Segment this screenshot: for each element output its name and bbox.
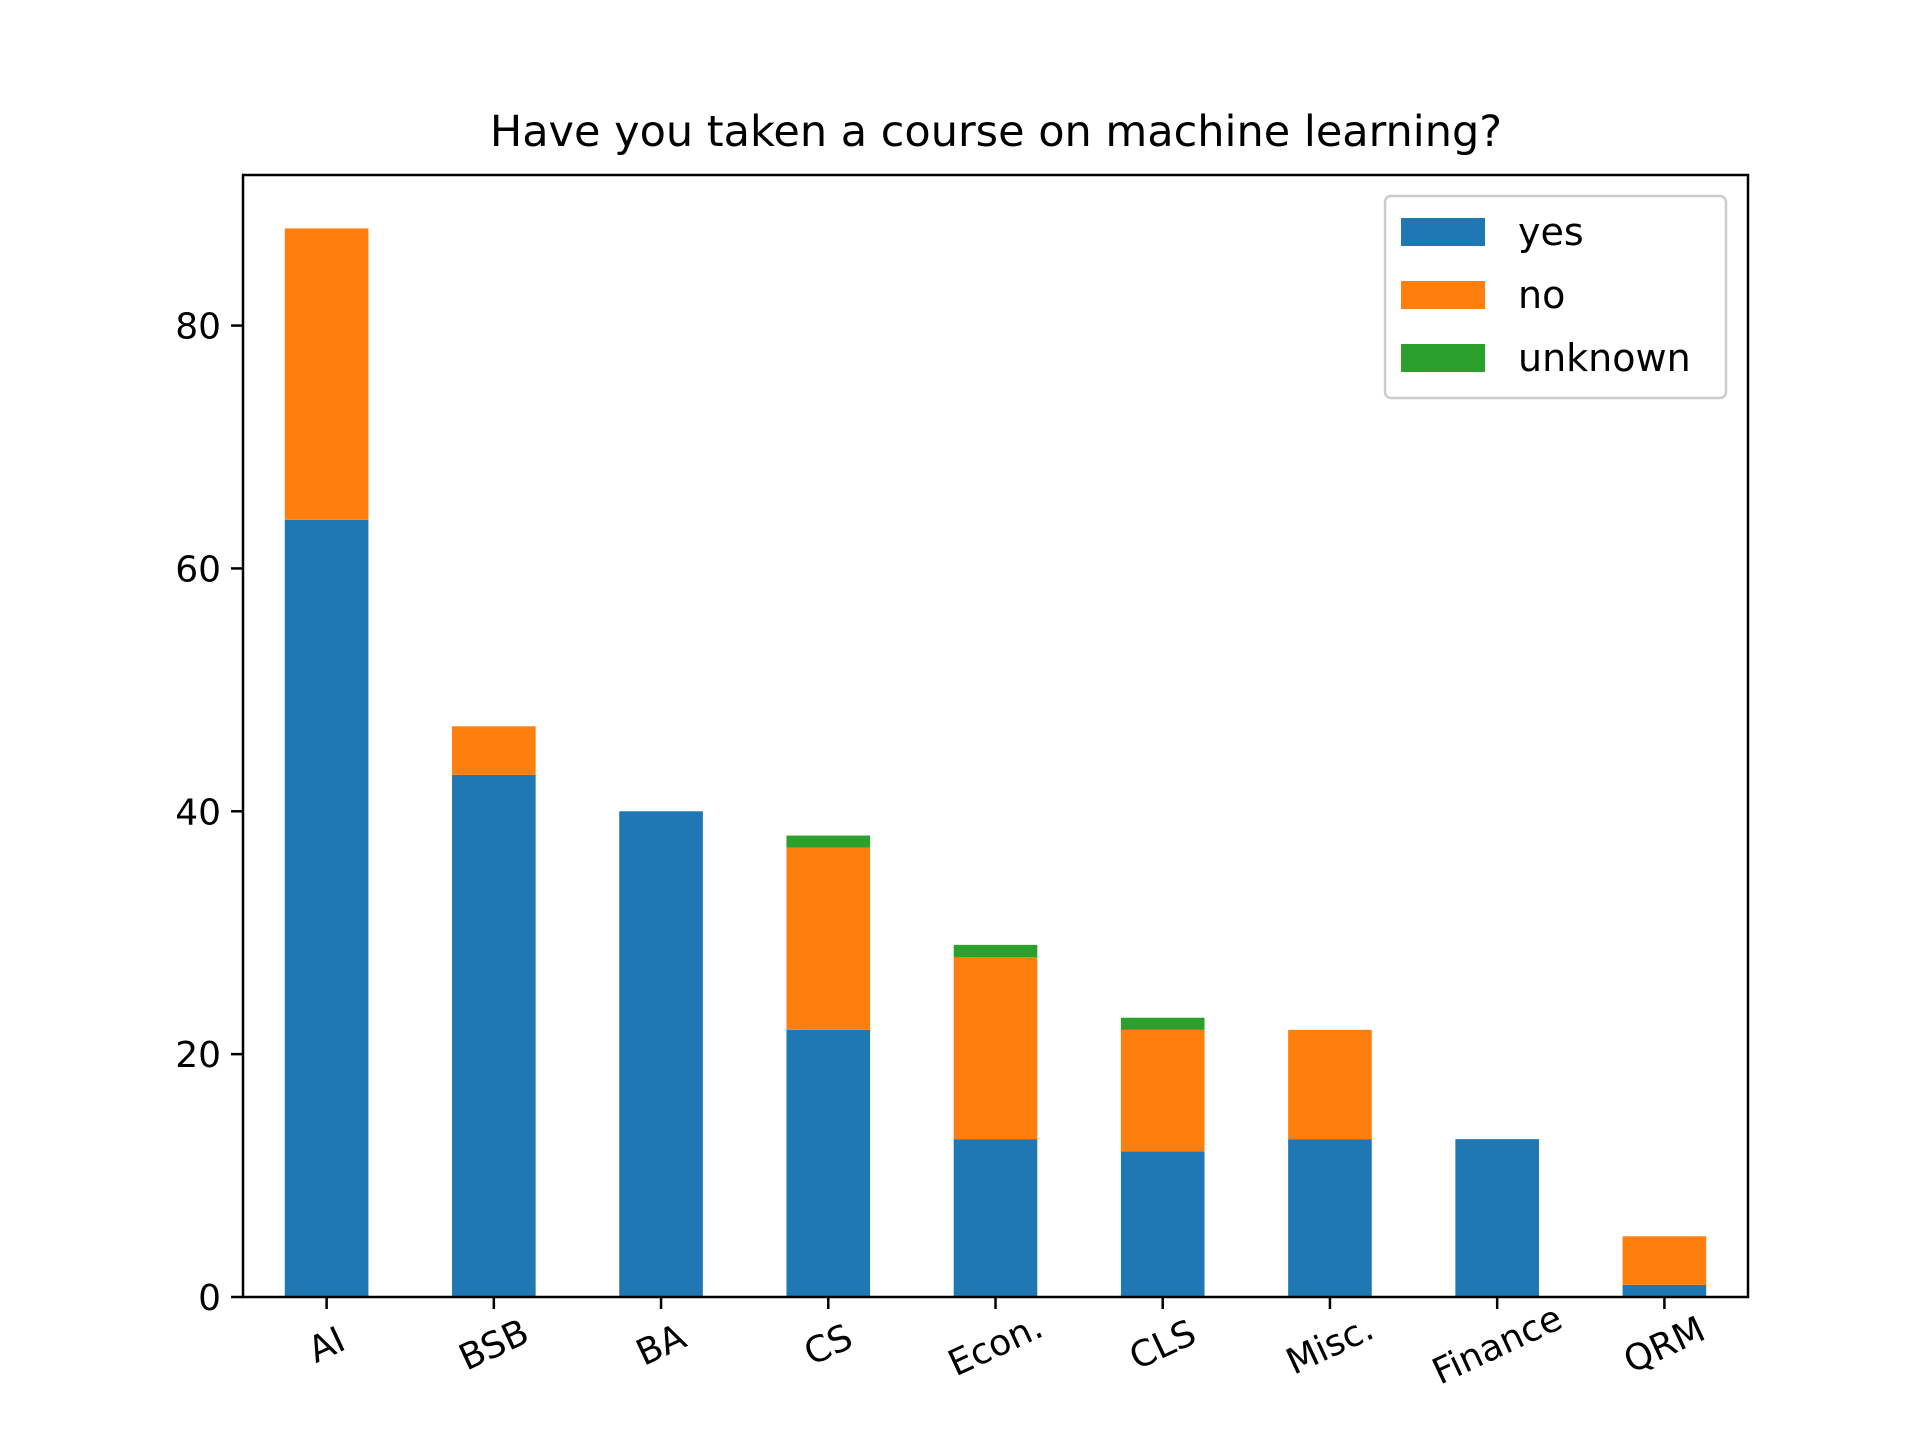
bar-no-cls xyxy=(1120,1029,1205,1152)
bar-yes-qrm xyxy=(1622,1284,1707,1297)
bar-yes-ba xyxy=(619,811,703,1297)
bar-yes-bsb xyxy=(452,774,536,1297)
x-tick-label: QRM xyxy=(1618,1309,1712,1382)
bars-layer xyxy=(284,228,1707,1297)
legend-swatch-no xyxy=(1401,281,1485,309)
bar-yes-cs xyxy=(786,1029,871,1297)
legend-label-no: no xyxy=(1518,273,1565,317)
bar-unknown-cls xyxy=(1120,1017,1205,1030)
x-axis: AI BSB BA CS Econ. CLS Misc. Finance QRM xyxy=(302,1297,1712,1393)
x-tick-label: CLS xyxy=(1123,1312,1202,1378)
bar-no-qrm xyxy=(1622,1236,1707,1285)
bar-yes-econ xyxy=(953,1139,1038,1297)
chart-title: Have you taken a course on machine learn… xyxy=(490,107,1502,157)
bar-no-bsb xyxy=(452,726,536,775)
bar-no-misc xyxy=(1288,1029,1372,1140)
x-tick-label: BA xyxy=(630,1316,692,1374)
x-tick-label: BSB xyxy=(453,1312,535,1379)
legend-label-yes: yes xyxy=(1518,210,1584,254)
x-tick-label: Finance xyxy=(1426,1298,1568,1393)
y-tick-label: 0 xyxy=(198,1278,221,1319)
bar-no-ai xyxy=(284,228,369,520)
y-tick-label: 20 xyxy=(175,1035,221,1076)
bar-yes-ai xyxy=(284,519,369,1297)
bar-unknown-cs xyxy=(786,835,871,848)
bar-unknown-econ xyxy=(953,944,1038,957)
bar-yes-finance xyxy=(1455,1139,1539,1297)
y-tick-label: 40 xyxy=(175,792,221,833)
legend-swatch-yes xyxy=(1401,218,1485,246)
x-tick-label: Econ. xyxy=(942,1306,1049,1385)
y-tick-label: 60 xyxy=(175,549,221,590)
bar-no-econ xyxy=(953,957,1038,1140)
legend: yes no unknown xyxy=(1383,194,1728,400)
x-tick-label: AI xyxy=(302,1319,351,1371)
x-tick-label: Misc. xyxy=(1280,1308,1380,1384)
bar-no-cs xyxy=(786,847,871,1030)
legend-swatch-unknown xyxy=(1401,344,1485,372)
bar-yes-cls xyxy=(1120,1151,1205,1297)
bar-yes-misc xyxy=(1288,1139,1372,1297)
legend-label-unknown: unknown xyxy=(1518,336,1691,380)
y-tick-label: 80 xyxy=(175,307,221,348)
x-tick-label: CS xyxy=(798,1317,859,1374)
y-axis: 0 20 40 60 80 xyxy=(175,307,243,1319)
